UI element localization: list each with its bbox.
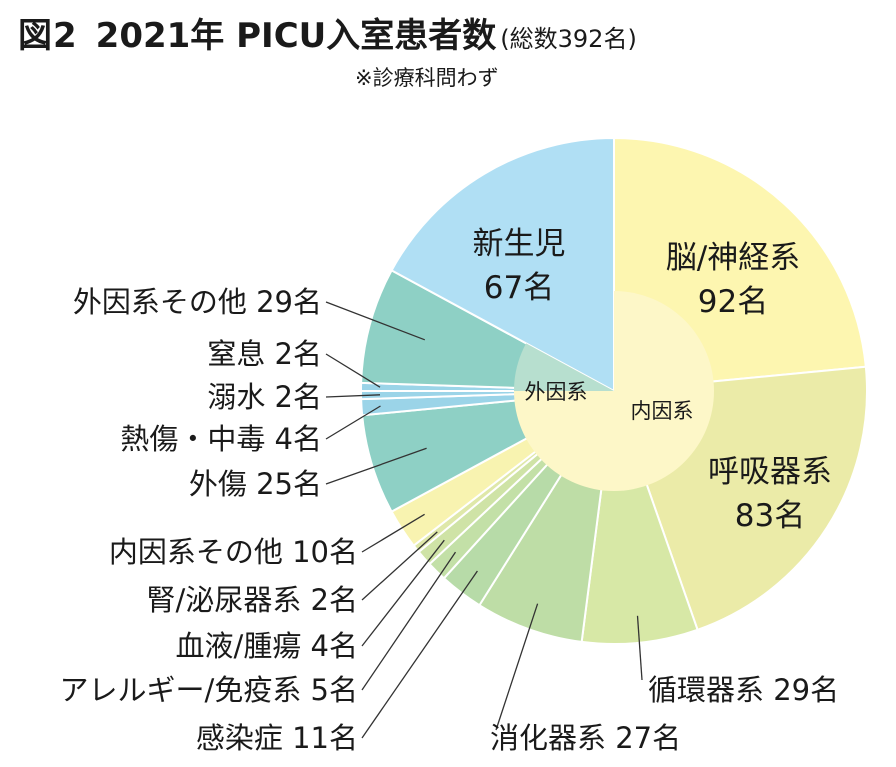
slice-7-label: 腎/泌尿器系 2名 <box>147 583 358 617</box>
chart-title: 2021年 PICU入室患者数 <box>95 16 497 56</box>
slice-3-leader <box>495 603 539 731</box>
slice-2-label: 循環器系 29名 <box>648 673 839 707</box>
slice-14-label: 新生児 <box>473 226 566 262</box>
slice-4-leader <box>361 570 478 739</box>
slice-12-leader <box>325 353 381 388</box>
slice-1-value: 83名 <box>735 498 805 534</box>
leader-lines <box>325 301 643 739</box>
slice-10-leader <box>325 405 381 440</box>
slice-5-label: アレルギー/免疫系 5名 <box>60 673 358 707</box>
outer-ring <box>359 136 868 645</box>
slice-9-leader <box>325 447 427 485</box>
inner-ring: 内因系 外因系 <box>514 291 714 491</box>
slice-11-label: 溺水 2名 <box>207 380 322 414</box>
slice-12-label: 窒息 2名 <box>207 337 322 371</box>
slice-14-value: 67名 <box>484 270 554 306</box>
slice-10-label: 熱傷・中毒 4名 <box>120 422 322 456</box>
slice-4-label: 感染症 11名 <box>196 721 358 755</box>
slice-0-value: 92名 <box>698 284 768 320</box>
slice-1-label: 呼吸器系 <box>708 454 832 490</box>
slice-7-leader <box>361 531 438 601</box>
slice-13-leader <box>325 301 426 341</box>
slice-6-label: 血液/腫瘍 4名 <box>176 629 358 663</box>
chart-title-row: 図2 2021年 PICU入室患者数 (総数392名) <box>18 8 637 57</box>
slice-0-label: 脳/神経系 <box>666 240 800 276</box>
total-note: (総数392名) <box>500 25 637 53</box>
slice-3-label: 消化器系 27名 <box>490 721 681 755</box>
slice-13-label: 外因系その他 29名 <box>73 285 322 319</box>
inner-group-label-1: 外因系 <box>525 380 588 404</box>
slice-11-leader <box>325 394 381 398</box>
inner-group-label-0: 内因系 <box>631 399 694 423</box>
slice-5-leader <box>361 551 457 691</box>
inner-sector-1 <box>514 343 614 391</box>
figure-label: 図2 <box>18 16 78 56</box>
slice-6-leader <box>361 539 445 647</box>
slice-14 <box>390 136 615 393</box>
slice-2-leader <box>636 615 643 681</box>
slice-8-leader <box>361 513 425 553</box>
chart-subtitle: ※診療科問わず <box>355 66 499 90</box>
slice-8-label: 内因系その他 10名 <box>109 535 358 569</box>
slice-9-label: 外傷 25名 <box>189 467 322 501</box>
